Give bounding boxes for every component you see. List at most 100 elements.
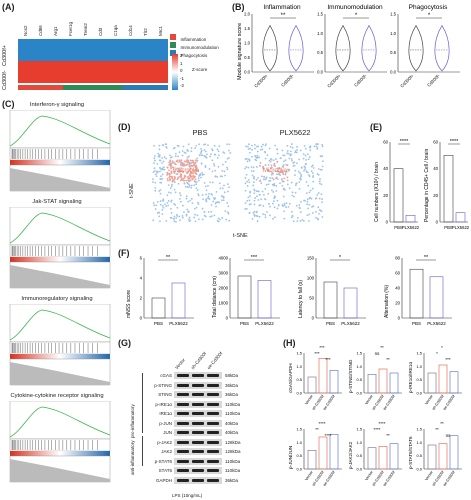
h-group: Vector bbox=[424, 394, 434, 406]
tsne-point bbox=[221, 169, 224, 172]
tsne-point bbox=[248, 181, 251, 184]
violin-ytick: 1.0 bbox=[390, 31, 396, 36]
tsne-point bbox=[284, 172, 287, 174]
tsne-point bbox=[182, 204, 184, 207]
tsne-point bbox=[294, 151, 296, 154]
tsne-point bbox=[208, 168, 211, 170]
h-group: Vector bbox=[364, 470, 374, 482]
tsne-point bbox=[158, 154, 161, 157]
tsne-point bbox=[255, 214, 258, 217]
tsne-microglia-point bbox=[167, 179, 169, 182]
violin-title: Inflammation bbox=[263, 4, 301, 11]
tsne-point bbox=[253, 199, 256, 202]
tsne-point bbox=[182, 145, 185, 148]
legend-item-phagocytosis: Phagocytosis bbox=[170, 44, 230, 58]
tsne-point bbox=[311, 206, 313, 208]
tsne-point bbox=[223, 170, 226, 173]
tsne-point bbox=[306, 198, 309, 201]
tsne-point bbox=[272, 159, 275, 162]
tsne-point bbox=[317, 206, 320, 209]
heatmap-panel: Nos2 Cd86 Arg1 Fcer1g Trem2 Cd3 C1qa Cd14 Tlr2 Mr… bbox=[0, 10, 230, 100]
blot-band bbox=[207, 393, 219, 396]
tsne-microglia-point bbox=[283, 177, 286, 180]
tsne-point bbox=[197, 177, 200, 180]
tsne-microglia-point bbox=[270, 164, 273, 167]
tsne-point bbox=[316, 194, 319, 196]
tsne-point bbox=[312, 175, 315, 177]
tsne-point bbox=[317, 168, 320, 170]
tsne-microglia-point bbox=[188, 169, 190, 172]
tsne-point bbox=[290, 216, 293, 219]
tsne-point bbox=[244, 208, 247, 210]
tsne-point bbox=[255, 178, 258, 181]
tsne-microglia-point bbox=[168, 169, 170, 172]
h-sig: ** bbox=[440, 421, 444, 426]
tsne-point bbox=[217, 150, 220, 153]
tsne-point bbox=[253, 203, 256, 206]
tsne-microglia-point bbox=[178, 170, 181, 173]
f-ytick: 0 bbox=[312, 316, 315, 321]
tsne-microglia-point bbox=[192, 172, 195, 175]
tsne-point bbox=[303, 145, 306, 147]
tsne-microglia-point bbox=[166, 177, 169, 180]
tsne-point bbox=[306, 214, 309, 217]
tsne-point bbox=[169, 154, 171, 157]
tsne-point bbox=[165, 143, 167, 146]
tsne-point bbox=[252, 211, 255, 214]
violin-group-label: Cd300f- bbox=[426, 73, 441, 88]
f-bar bbox=[171, 282, 186, 319]
h-bar bbox=[367, 373, 377, 394]
tsne-point bbox=[228, 219, 231, 222]
blot-protein-label: p-STAT6 bbox=[154, 458, 172, 464]
blot-band bbox=[177, 469, 189, 472]
tsne-microglia-point bbox=[282, 180, 285, 183]
tsne-point bbox=[187, 218, 190, 221]
tsne-point bbox=[265, 176, 268, 179]
tsne-point bbox=[226, 202, 229, 204]
tsne-point bbox=[211, 148, 213, 151]
tsne-microglia-point bbox=[273, 164, 276, 167]
gsea-rank-bar bbox=[10, 257, 110, 262]
h-sig: *** bbox=[325, 357, 331, 362]
tsne-point bbox=[197, 194, 200, 197]
tsne-point bbox=[165, 219, 168, 222]
gsea-title: Cytokine-cytokine receptor signaling bbox=[10, 393, 104, 399]
heatmap-grid bbox=[18, 39, 168, 83]
tsne-point bbox=[190, 150, 193, 153]
violin-ytick: 2.0 bbox=[244, 12, 250, 17]
violin-sig: * bbox=[428, 13, 431, 19]
tsne-microglia-point bbox=[278, 167, 281, 170]
tsne-point bbox=[179, 197, 181, 200]
tsne-point bbox=[157, 155, 160, 158]
h-bar bbox=[389, 443, 399, 470]
tsne-point bbox=[217, 154, 220, 157]
tsne-point bbox=[310, 170, 313, 173]
h-sig: ns bbox=[375, 351, 381, 356]
tsne-point bbox=[262, 143, 264, 146]
tsne-point bbox=[211, 149, 214, 152]
e-ylabel: Cell numbers (X10³) / brain bbox=[374, 162, 380, 222]
tsne-point bbox=[267, 192, 270, 195]
anti-label: anti-inflammatory bbox=[130, 440, 135, 475]
tsne-point bbox=[201, 174, 204, 176]
tsne-point bbox=[294, 169, 297, 172]
tsne-point bbox=[249, 191, 252, 194]
f-ytick: 60 bbox=[395, 271, 400, 276]
tsne-point bbox=[321, 198, 324, 201]
tsne-point bbox=[317, 143, 319, 145]
tsne-microglia-point bbox=[169, 165, 172, 167]
tsne-point bbox=[289, 150, 292, 153]
f-ytick: 4000 bbox=[218, 256, 228, 261]
tsne-point bbox=[197, 169, 200, 172]
tsne-point bbox=[258, 194, 261, 196]
tsne-point bbox=[174, 155, 177, 158]
tsne-point bbox=[290, 158, 293, 160]
tsne-point bbox=[200, 176, 202, 179]
tsne-point bbox=[300, 201, 302, 203]
tsne-microglia-point bbox=[188, 161, 190, 164]
tsne-microglia-point bbox=[191, 159, 194, 162]
tsne-point bbox=[222, 163, 224, 166]
tsne-point bbox=[315, 143, 318, 145]
tsne-point bbox=[263, 176, 266, 179]
tsne-microglia-point bbox=[259, 162, 262, 164]
